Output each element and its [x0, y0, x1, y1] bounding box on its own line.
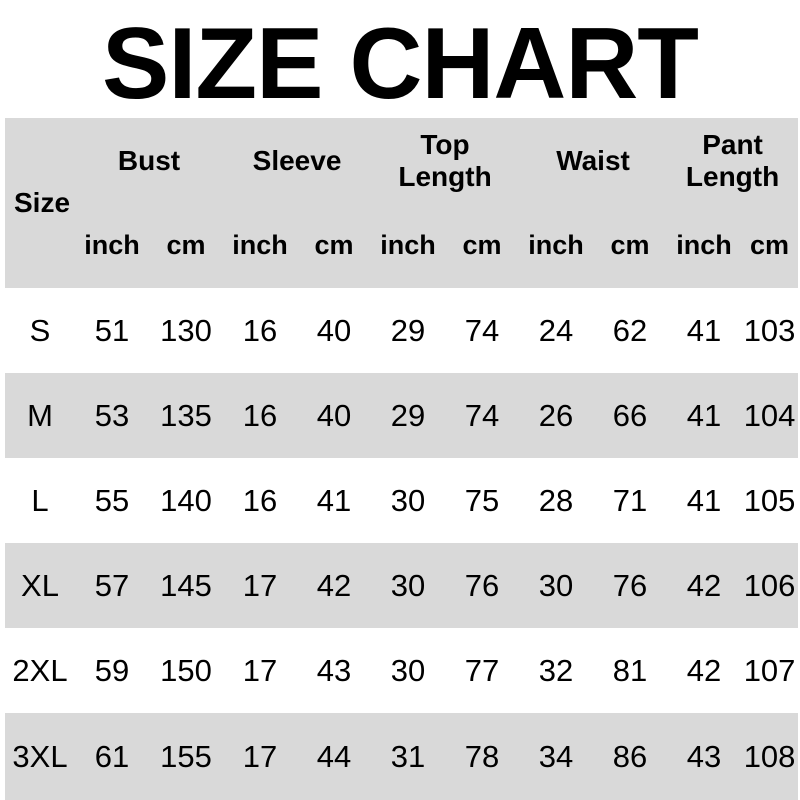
value-cell: 17	[242, 567, 278, 603]
column-group-pant-length: Pant Length	[685, 128, 780, 192]
value-cell: 66	[612, 397, 648, 433]
value-cell: 150	[160, 652, 212, 688]
value-cell: 30	[538, 567, 574, 603]
value-cell: 34	[538, 738, 574, 774]
column-group-bust: Bust	[117, 144, 181, 176]
table-row-xl: XL 57 145 17 42 30 76 30 76 42 106	[5, 543, 799, 628]
value-cell: 41	[686, 397, 722, 433]
unit-header-top-length-cm: cm	[462, 230, 502, 260]
column-group-sleeve: Sleeve	[252, 144, 342, 176]
value-cell: 16	[242, 482, 278, 518]
value-cell: 105	[743, 482, 796, 518]
value-cell: 29	[390, 312, 426, 348]
value-cell: 41	[686, 312, 722, 348]
value-cell: 43	[686, 738, 722, 774]
table-row-l: L 55 140 16 41 30 75 28 71 41 105	[5, 458, 798, 543]
value-cell: 76	[612, 567, 648, 603]
value-cell: 17	[242, 738, 278, 774]
value-cell: 75	[464, 482, 500, 518]
size-chart-table: Size Bust Sleeve Top Length Waist Pant L…	[5, 118, 799, 800]
size-cell: L	[31, 482, 49, 518]
size-cell: 3XL	[12, 738, 68, 774]
unit-header-top-length-inch: inch	[380, 230, 436, 260]
value-cell: 86	[612, 738, 648, 774]
value-cell: 135	[160, 397, 212, 433]
value-cell: 51	[94, 312, 130, 348]
unit-header-sleeve-cm: cm	[314, 230, 354, 260]
value-cell: 55	[94, 482, 130, 518]
unit-header-sleeve-inch: inch	[232, 230, 288, 260]
value-cell: 40	[316, 397, 352, 433]
value-cell: 77	[464, 652, 500, 688]
table-row-3xl: 3XL 61 155 17 44 31 78 34 86 43 108	[5, 713, 799, 800]
value-cell: 130	[160, 312, 212, 348]
unit-header-waist-inch: inch	[528, 230, 584, 260]
unit-header-bust-inch: inch	[84, 230, 140, 260]
unit-header-pant-length-inch: inch	[676, 230, 732, 260]
value-cell: 61	[94, 738, 130, 774]
column-header-size: Size	[14, 187, 71, 218]
value-cell: 42	[686, 652, 722, 688]
page-title: SIZE CHART	[102, 8, 699, 120]
value-cell: 32	[538, 652, 574, 688]
unit-header-waist-cm: cm	[610, 230, 650, 260]
value-cell: 155	[160, 738, 212, 774]
size-cell: 2XL	[12, 652, 68, 688]
value-cell: 28	[538, 482, 574, 518]
value-cell: 62	[612, 312, 648, 348]
group-header-row: Size Bust Sleeve Top Length Waist Pant L…	[5, 118, 798, 219]
value-cell: 71	[612, 482, 648, 518]
value-cell: 26	[538, 397, 574, 433]
value-cell: 81	[612, 652, 648, 688]
value-cell: 30	[390, 567, 426, 603]
table-row-m: M 53 135 16 40 29 74 26 66 41 104	[5, 373, 799, 458]
value-cell: 41	[686, 482, 722, 518]
value-cell: 74	[464, 312, 500, 348]
value-cell: 30	[390, 482, 426, 518]
unit-header-bust-cm: cm	[166, 230, 206, 260]
value-cell: 140	[160, 482, 212, 518]
value-cell: 74	[464, 397, 500, 433]
value-cell: 106	[743, 567, 796, 603]
size-cell: M	[27, 397, 53, 433]
value-cell: 42	[686, 567, 722, 603]
value-cell: 59	[94, 652, 130, 688]
value-cell: 44	[316, 738, 352, 774]
value-cell: 104	[743, 397, 796, 433]
size-cell: XL	[21, 567, 59, 603]
value-cell: 30	[390, 652, 426, 688]
value-cell: 24	[538, 312, 574, 348]
value-cell: 16	[242, 397, 278, 433]
value-cell: 42	[316, 567, 352, 603]
value-cell: 29	[390, 397, 426, 433]
value-cell: 76	[464, 567, 500, 603]
value-cell: 107	[743, 652, 796, 688]
value-cell: 78	[464, 738, 500, 774]
value-cell: 16	[242, 312, 278, 348]
value-cell: 40	[316, 312, 352, 348]
table-header: Size Bust Sleeve Top Length Waist Pant L…	[5, 118, 799, 288]
column-group-top-length: Top Length	[398, 128, 492, 192]
value-cell: 53	[94, 397, 130, 433]
value-cell: 41	[316, 482, 352, 518]
value-cell: 103	[743, 312, 796, 348]
column-group-waist: Waist	[556, 144, 630, 176]
value-cell: 108	[743, 738, 796, 774]
value-cell: 43	[316, 652, 352, 688]
size-cell: S	[29, 312, 51, 348]
value-cell: 31	[390, 738, 426, 774]
unit-header-pant-length-cm: cm	[750, 230, 790, 260]
value-cell: 145	[160, 567, 212, 603]
value-cell: 17	[242, 652, 278, 688]
unit-header-row: inch cm inch cm inch cm inch cm inch cm	[5, 203, 798, 288]
value-cell: 57	[94, 567, 130, 603]
table-body: S 51 130 16 40 29 74 24 62 41 103 M 53 1…	[5, 288, 799, 800]
table-row-2xl: 2XL 59 150 17 43 30 77 32 81 42 107	[5, 628, 798, 713]
table-row-s: S 51 130 16 40 29 74 24 62 41 103	[5, 288, 798, 373]
